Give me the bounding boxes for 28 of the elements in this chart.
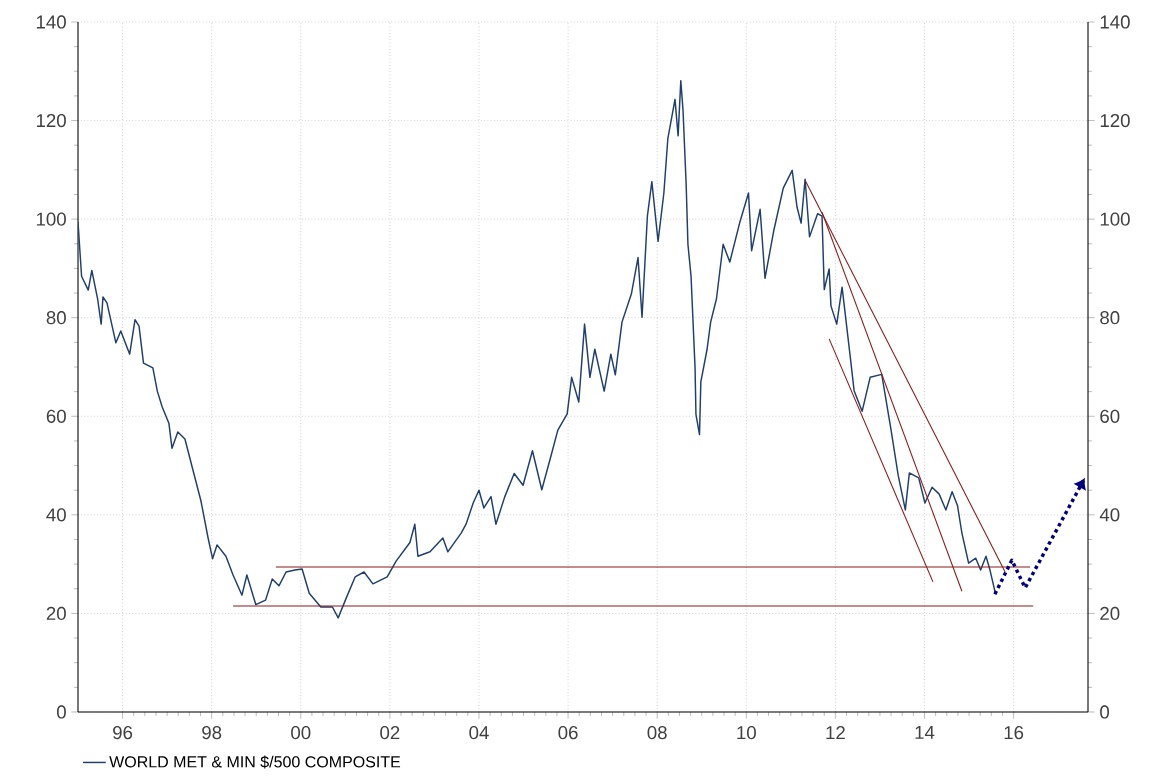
y2-tick-label: 120	[1100, 113, 1130, 128]
y2-tick-label: 80	[1100, 311, 1120, 325]
x-tick-label: 08	[647, 726, 667, 740]
x-tick-label: 06	[558, 726, 578, 740]
y-tick-label: 100	[36, 212, 66, 226]
legend-label: WORLD MET & MIN $/500 COMPOSITE	[109, 755, 401, 769]
y-tick-label: 0	[56, 705, 66, 719]
y2-tick-label: 0	[1100, 705, 1110, 719]
y-tick-label: 20	[46, 606, 66, 621]
y-tick-label: 120	[36, 113, 66, 128]
y2-tick-label: 140	[1100, 15, 1130, 29]
y-tick-label: 140	[36, 15, 66, 29]
x-tick-label: 00	[291, 726, 311, 740]
y2-tick-label: 60	[1100, 409, 1120, 423]
y2-tick-label: 40	[1099, 508, 1120, 522]
y2-tick-label: 100	[1100, 212, 1130, 226]
x-tick-label: 98	[202, 726, 222, 740]
y2-tick-label: 20	[1100, 606, 1120, 621]
x-tick-label: 16	[1004, 726, 1024, 740]
x-tick-label: 96	[113, 726, 133, 740]
x-tick-label: 12	[826, 726, 845, 740]
y-tick-label: 80	[46, 311, 66, 325]
x-tick-label: 02	[380, 726, 400, 740]
y-tick-label: 60	[46, 409, 66, 423]
y-tick-label: 40	[46, 508, 66, 522]
x-tick-label: 14	[915, 726, 935, 739]
x-tick-label: 04	[469, 726, 489, 740]
x-tick-label: 10	[737, 726, 756, 740]
